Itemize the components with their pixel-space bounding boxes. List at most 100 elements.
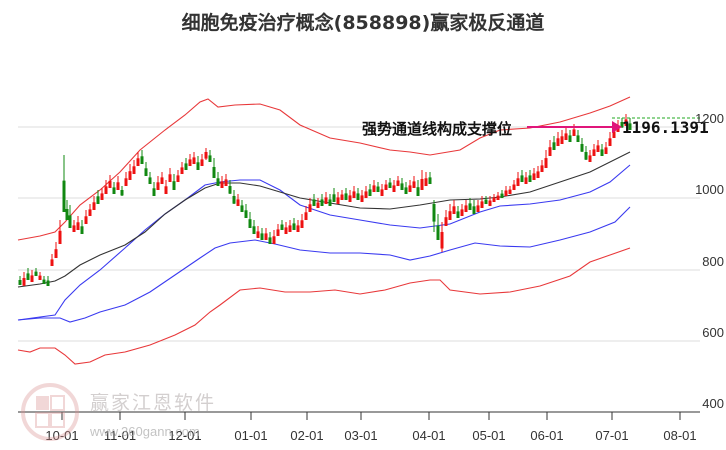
- candle-up: [116, 182, 120, 190]
- candle-down: [580, 144, 584, 152]
- candle-up: [396, 180, 400, 186]
- candle-down: [576, 135, 580, 142]
- candle-up: [156, 182, 160, 190]
- candle-down: [148, 177, 152, 184]
- candle-down: [208, 155, 212, 162]
- candle-up: [444, 217, 448, 226]
- candle-up: [256, 231, 260, 238]
- candle-down: [68, 215, 72, 228]
- candle-down: [252, 226, 256, 234]
- candle-up: [532, 173, 536, 180]
- watermark-text: 赢家江恩软件: [90, 392, 217, 414]
- candle-down: [484, 199, 488, 204]
- candle-up: [160, 177, 164, 184]
- x-tick-label: 12-01: [168, 428, 202, 443]
- candle-up: [612, 131, 616, 138]
- candle-up: [276, 229, 280, 236]
- candle-up: [452, 206, 456, 214]
- y-tick-label: 600: [702, 325, 724, 340]
- candle-up: [372, 185, 376, 192]
- y-tick-label: 800: [702, 254, 724, 269]
- candle-down: [376, 186, 380, 192]
- candle-up: [384, 184, 388, 190]
- candle-up: [84, 216, 88, 224]
- arrow-head-icon: [612, 121, 622, 133]
- candle-up: [108, 180, 112, 188]
- candle-up: [54, 249, 58, 258]
- candle-down: [328, 199, 332, 206]
- candle-down: [46, 280, 50, 286]
- candle-up: [524, 177, 528, 184]
- mid_line-line: [17, 151, 631, 288]
- x-tick-label: 06-01: [530, 428, 564, 443]
- candle-up: [440, 232, 444, 249]
- candle-up: [300, 220, 304, 228]
- candle-up: [38, 275, 42, 280]
- x-tick-label: 04-01: [412, 428, 446, 443]
- candle-up: [360, 195, 364, 202]
- candle-up: [364, 191, 368, 198]
- candle-down: [404, 187, 408, 194]
- candle-up: [92, 202, 96, 210]
- candle-up: [540, 165, 544, 172]
- candle-down: [140, 156, 144, 164]
- candle-up: [304, 212, 308, 220]
- candle-up: [512, 184, 516, 190]
- candle-down: [436, 225, 440, 240]
- candle-up: [272, 236, 276, 244]
- candle-up: [164, 186, 168, 194]
- x-tick-label: 02-01: [290, 428, 324, 443]
- candle-up: [128, 171, 132, 180]
- candle-up: [288, 225, 292, 232]
- candle-down: [472, 206, 476, 214]
- candle-down: [432, 204, 436, 222]
- candle-up: [560, 136, 564, 144]
- candle-up: [508, 189, 512, 194]
- candle-down: [260, 233, 264, 240]
- candle-up: [548, 147, 552, 156]
- candle-up: [336, 197, 340, 204]
- y-tick-label: 1200: [695, 111, 724, 126]
- x-tick-label: 08-01: [663, 428, 697, 443]
- candle-up: [188, 159, 192, 166]
- candle-down: [400, 183, 404, 190]
- candle-up: [492, 197, 496, 202]
- outer_upper-line: [17, 96, 631, 241]
- candle-down: [356, 193, 360, 200]
- candle-up: [284, 227, 288, 234]
- candle-up: [608, 138, 612, 146]
- x-tick-label: 03-01: [344, 428, 378, 443]
- candle-up: [460, 209, 464, 216]
- candle-up: [22, 278, 26, 286]
- candle-up: [236, 199, 240, 206]
- candle-up: [136, 158, 140, 166]
- candle-up: [76, 222, 80, 230]
- watermark-url: www.360gann.com: [90, 424, 200, 439]
- candle-up: [220, 181, 224, 188]
- candle-down: [388, 182, 392, 188]
- candle-down: [416, 187, 420, 196]
- candle-down: [120, 190, 124, 196]
- candle-down: [568, 135, 572, 142]
- candle-up: [176, 175, 180, 182]
- outer_lower-line: [17, 247, 631, 365]
- x-tick-label: 10-01: [45, 428, 79, 443]
- candle-up: [624, 119, 628, 126]
- candle-up: [536, 171, 540, 178]
- inner_upper-line: [17, 164, 631, 321]
- candle-up: [58, 230, 62, 244]
- candle-up: [296, 225, 300, 232]
- y-tick-label: 400: [702, 396, 724, 411]
- candle-down: [280, 224, 284, 230]
- y-tick-label: 1000: [695, 182, 724, 197]
- candle-up: [100, 193, 104, 200]
- candle-down: [144, 168, 148, 176]
- candle-down: [312, 199, 316, 206]
- candle-down: [212, 167, 216, 178]
- candle-up: [348, 195, 352, 202]
- candle-up: [392, 185, 396, 192]
- candle-up: [50, 259, 54, 266]
- candle-down: [18, 280, 22, 285]
- candle-up: [204, 152, 208, 159]
